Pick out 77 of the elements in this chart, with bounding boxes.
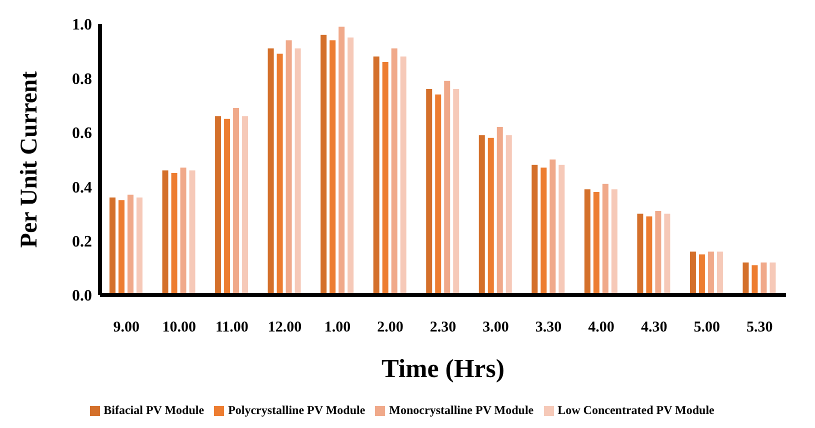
bar: [382, 62, 388, 295]
bar: [655, 210, 662, 295]
bar: [242, 116, 248, 295]
bar: [690, 252, 696, 295]
x-tick-label: 2.30: [430, 320, 456, 336]
bar: [698, 254, 705, 295]
x-tick-label: 10.00: [162, 320, 196, 336]
legend-label: Bifacial PV Module: [104, 403, 204, 417]
bar: [162, 170, 168, 295]
y-axis-title: Per Unit Current: [16, 71, 43, 248]
bar: [770, 262, 776, 295]
bar: [215, 116, 222, 295]
bar: [348, 38, 354, 295]
bar: [286, 40, 292, 295]
bar: [294, 48, 301, 295]
bar: [496, 126, 503, 295]
bar: [453, 89, 460, 295]
bar: [373, 56, 380, 295]
y-tick-label: 0.4: [72, 179, 92, 196]
bar: [602, 184, 608, 295]
bar: [742, 262, 749, 295]
bar: [233, 108, 240, 295]
legend-label: Polycrystalline PV Module: [228, 403, 366, 417]
bar: [716, 252, 723, 295]
x-tick-label: 5.00: [694, 320, 720, 336]
bar: [426, 89, 432, 295]
y-tick-label: 0.6: [72, 125, 92, 142]
bar: [584, 189, 590, 295]
x-tick-label: 5.30: [746, 320, 773, 336]
bar: [180, 168, 186, 295]
bar: [320, 34, 327, 295]
bar: [550, 160, 556, 295]
bar: [276, 54, 283, 295]
bar: [708, 252, 714, 295]
x-tick-label: 4.30: [640, 320, 668, 336]
bar: [338, 26, 345, 295]
bar: [330, 40, 336, 295]
bar: [637, 214, 644, 295]
bar: [558, 164, 565, 295]
bar: [391, 48, 398, 295]
bar: [400, 56, 406, 295]
x-tick-label: 3.00: [482, 320, 509, 336]
y-tick-label: 0.0: [72, 288, 92, 305]
bar: [171, 173, 178, 295]
x-tick-label: 3.30: [535, 320, 562, 336]
bar: [136, 197, 142, 295]
y-tick-label: 0.8: [72, 70, 92, 88]
bar: [532, 164, 538, 295]
bar: [506, 135, 512, 295]
bar: [189, 170, 196, 295]
x-axis-title: Time (Hrs): [382, 354, 504, 383]
x-tick-label: 4.00: [588, 320, 614, 336]
y-tick-label: 0.2: [72, 233, 92, 250]
x-tick-label: 11.00: [215, 320, 248, 336]
bar: [110, 197, 116, 295]
bar: [611, 189, 618, 295]
legend-label: Monocrystalline PV Module: [389, 403, 534, 417]
x-tick-label: 12.00: [268, 320, 302, 336]
bar: [760, 262, 767, 295]
bar: [646, 216, 652, 295]
bar: [444, 80, 450, 295]
x-tick-label: 9.00: [113, 320, 140, 336]
bar: [224, 118, 230, 295]
bar: [128, 194, 134, 295]
x-tick-label: 1.00: [324, 320, 351, 336]
x-tick-label: 2.00: [377, 320, 404, 336]
y-tick-label: 1.0: [72, 16, 92, 34]
bar: [593, 192, 600, 295]
bar: [118, 200, 124, 295]
bar: [752, 265, 758, 295]
bar: [268, 48, 274, 295]
bar: [488, 138, 494, 295]
bar: [664, 214, 670, 295]
bar: [540, 168, 547, 295]
bar: [435, 94, 442, 295]
legend-label: Low Concentrated PV Module: [558, 403, 714, 417]
bar: [478, 135, 485, 295]
